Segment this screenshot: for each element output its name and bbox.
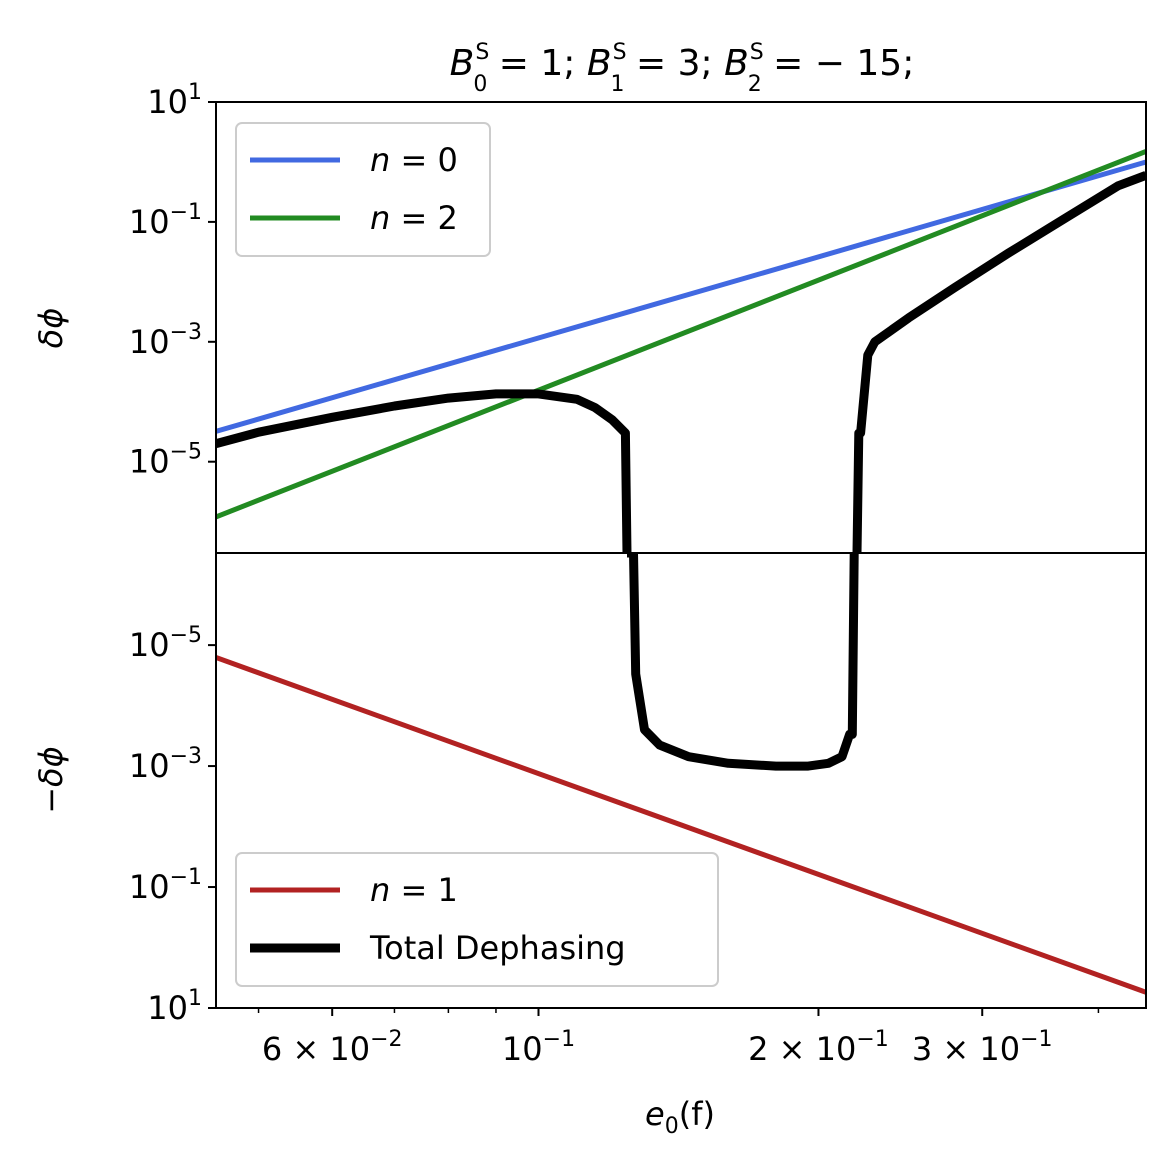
bottom-y-axis-label: −δϕ — [32, 746, 70, 814]
top-y-axis-label: δϕ — [32, 308, 70, 349]
bottom-ytick-label-3: 101 — [147, 986, 202, 1027]
top-ytick-label-3: 10−5 — [129, 440, 202, 481]
top-series-group — [216, 149, 1146, 553]
top-ytick-label-2: 10−3 — [129, 320, 202, 361]
bottom-series-0-line — [216, 655, 1146, 995]
top-series-0-line — [216, 159, 1146, 434]
top-legend-box — [235, 122, 491, 257]
bottom-series-group — [216, 553, 1146, 995]
x-tick-label-2: 2 × 10−1 — [748, 1027, 889, 1068]
top-series-3-line — [852, 171, 1146, 553]
x-tick-label-1: 10−1 — [502, 1027, 575, 1068]
top-series-2-line — [216, 389, 632, 553]
bottom-legend-label-0: n = 1 — [370, 871, 458, 909]
bottom-legend-box — [235, 852, 719, 987]
bottom-ytick-label-2: 10−1 — [129, 865, 202, 906]
x-tick-label-0: 6 × 10−2 — [262, 1027, 403, 1068]
bottom-ytick-label-0: 10−5 — [129, 623, 202, 664]
top-legend-label-1: n = 2 — [370, 199, 458, 237]
chart-title: BS 0 = 1; BS 1 = 3; BS 2 = − 15; — [450, 40, 915, 97]
x-axis-label: e0(f) — [645, 1095, 715, 1139]
top-series-1-line — [216, 149, 1146, 520]
bottom-legend-label-1: Total Dephasing — [369, 929, 626, 967]
top-ytick-label-1: 10−1 — [129, 200, 202, 241]
bottom-ytick-label-1: 10−3 — [129, 744, 202, 785]
x-tick-label-3: 3 × 10−1 — [912, 1027, 1053, 1068]
bottom-series-1-line — [625, 553, 859, 771]
plot-frame — [215, 101, 1147, 1009]
top-legend-label-0: n = 0 — [370, 141, 458, 179]
plot-layer: 101 10−1 10−3 10−5 10−5 10−3 10−1 101 6 × 10−2 10… — [129, 80, 1147, 1068]
top-ytick-label-0: 101 — [147, 80, 202, 121]
